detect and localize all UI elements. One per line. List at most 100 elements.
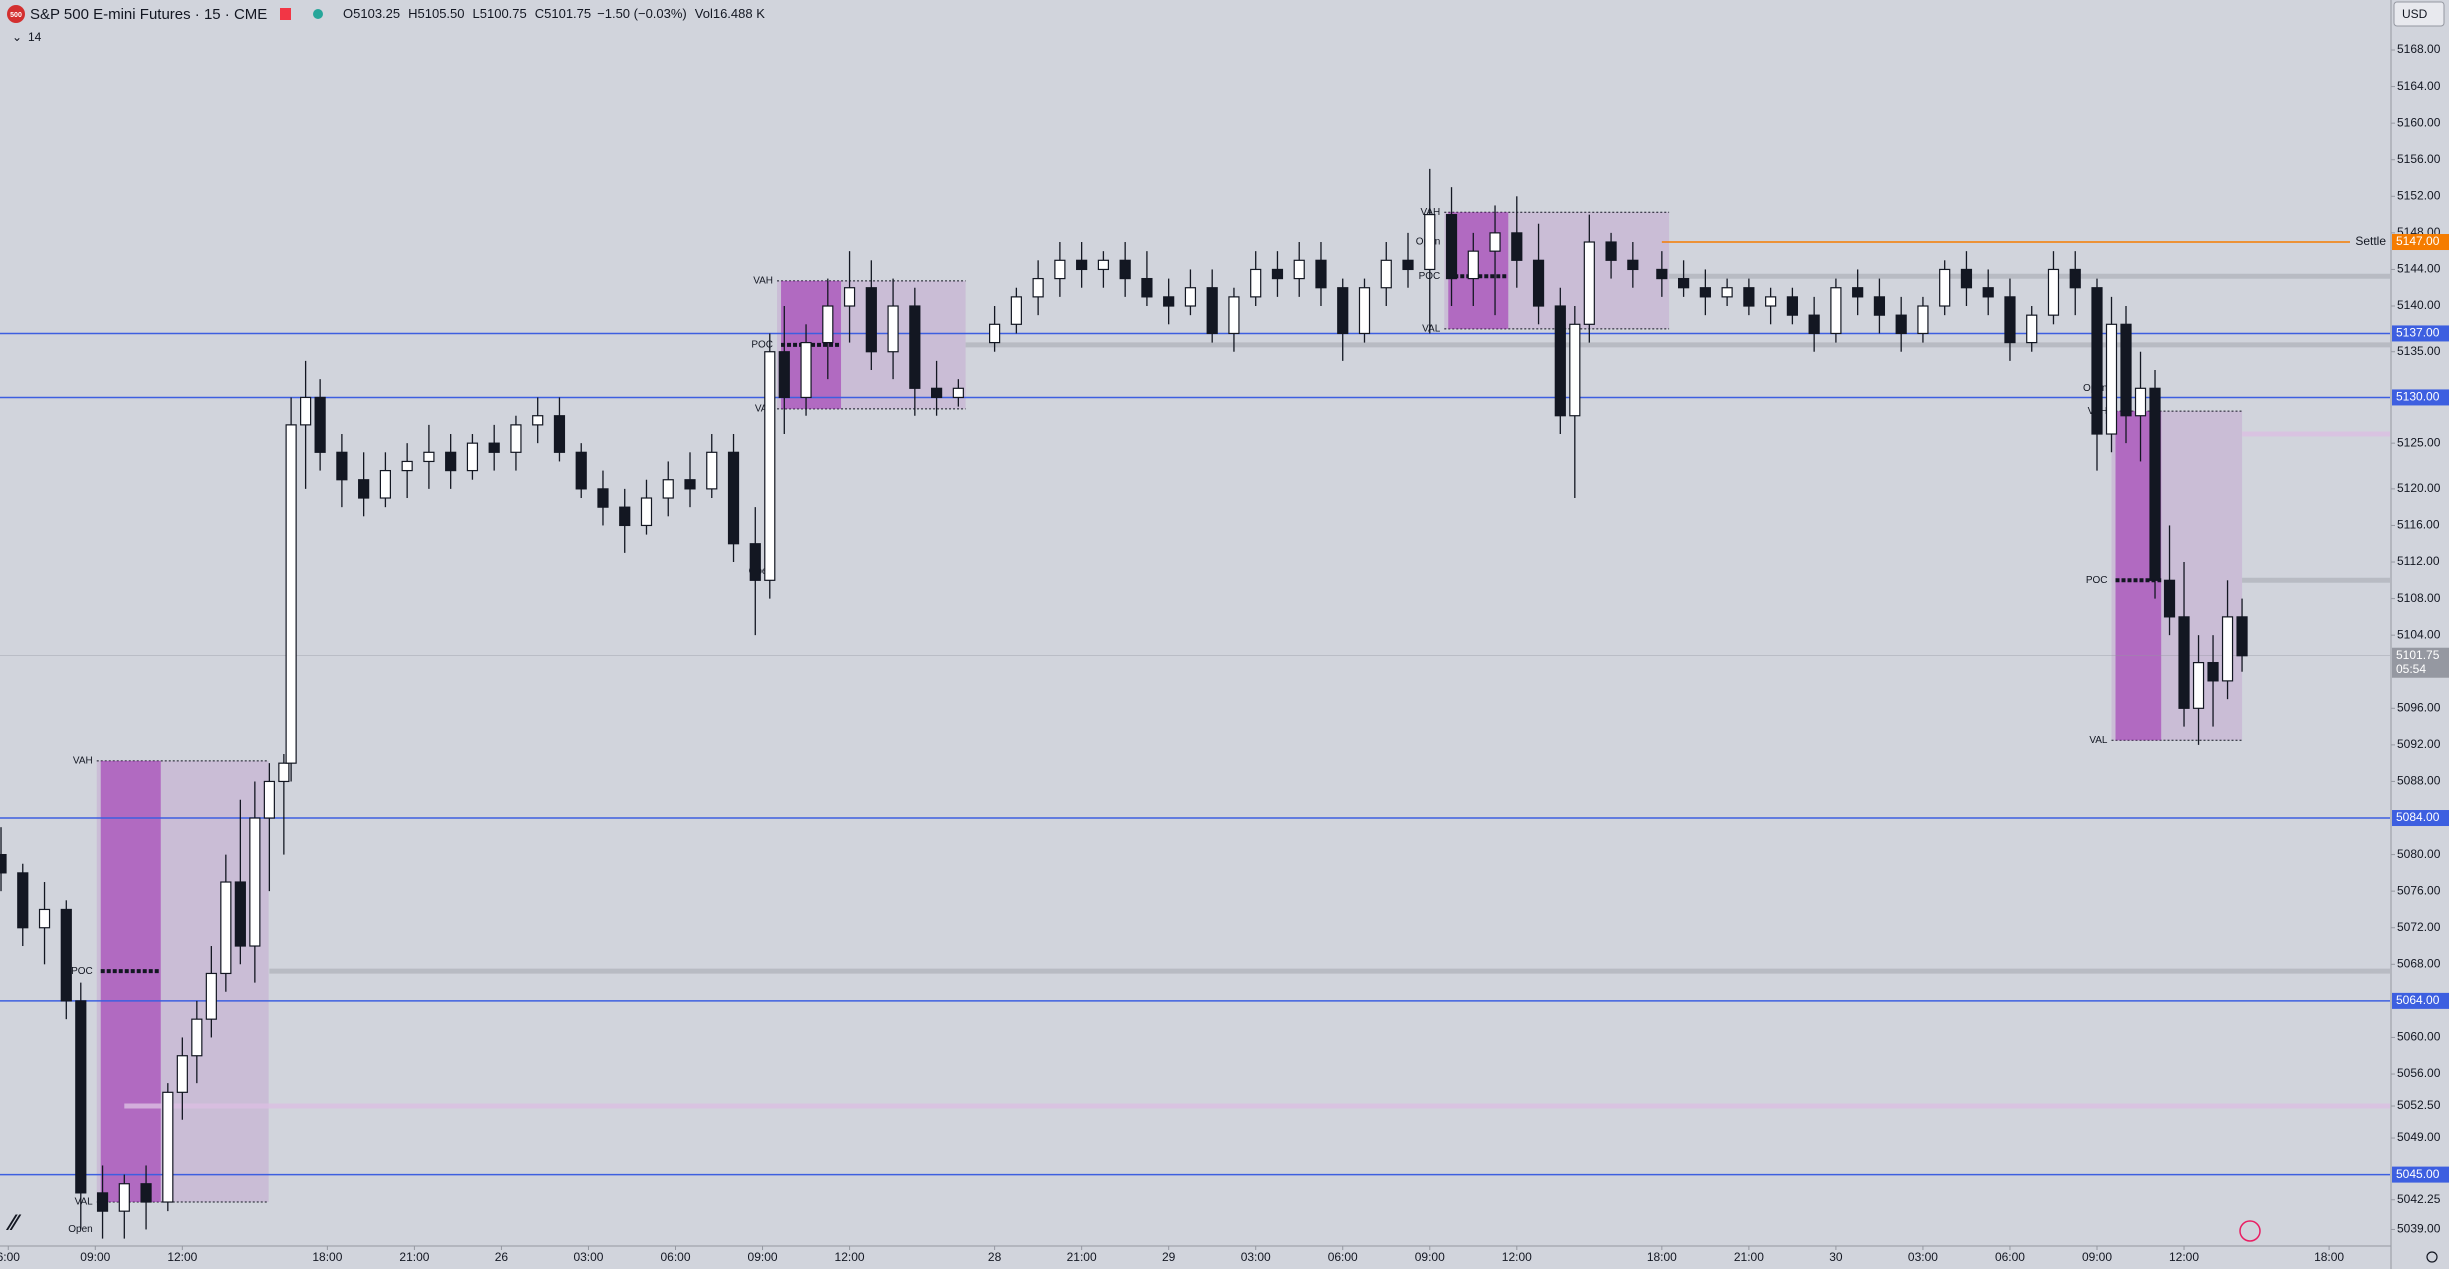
indicator-toggle[interactable]: ⌄ [12, 30, 22, 44]
status-dot [313, 9, 323, 19]
open-label: Open [68, 1224, 92, 1235]
candle-body [1678, 277, 1690, 289]
volume-value: 16.488 K [713, 6, 765, 21]
x-tick-label: 18:00 [2314, 1250, 2344, 1264]
candle-body [488, 442, 500, 453]
ohlc-change: −1.50 (−0.03%) [597, 6, 687, 21]
y-tick-label: 5042.25 [2397, 1192, 2441, 1206]
x-tick-label: 12:00 [2169, 1250, 2199, 1264]
x-tick-label: 12:00 [167, 1250, 197, 1264]
y-tick-label: 5088.00 [2397, 774, 2441, 788]
x-tick-label: 06:00 [660, 1250, 690, 1264]
plot-area: VAHVALPOCOpenVAHVALPOCOpenVAHVALPOCOpenV… [0, 168, 2390, 1239]
candle-body [401, 460, 413, 472]
volume-label: Vol [695, 6, 713, 21]
candle-body [1228, 296, 1240, 335]
poc-label: POC [71, 966, 93, 977]
candle-body [285, 424, 297, 764]
candle-body [1358, 287, 1371, 335]
candle-body [1184, 287, 1197, 307]
candle-body [532, 415, 544, 426]
candle-body [553, 415, 566, 453]
y-tick-label: 5060.00 [2397, 1030, 2441, 1044]
candle-body [1808, 314, 1820, 335]
y-tick-label: 5140.00 [2397, 298, 2441, 312]
price-badge-label: 5084.00 [2396, 810, 2440, 824]
candle-body [2105, 323, 2118, 435]
alert-icon[interactable] [2239, 1220, 2261, 1242]
x-tick-label: 03:00 [1908, 1250, 1938, 1264]
candle-body [1206, 287, 1218, 335]
price-badge [2392, 647, 2449, 678]
candle-body [1250, 268, 1262, 298]
candle-body [1315, 259, 1327, 289]
candle-body [1982, 287, 1994, 298]
x-tick-label: 18:00 [1647, 1250, 1677, 1264]
y-tick-label: 5168.00 [2397, 42, 2441, 56]
ohlc-label: C [535, 6, 544, 21]
candle-body [17, 872, 29, 929]
x-tick-label: 06:00 [1995, 1250, 2025, 1264]
y-tick-label: 5125.00 [2397, 435, 2441, 449]
candle-body [336, 451, 348, 481]
candle-body [597, 488, 609, 508]
candle-body [2163, 579, 2176, 618]
price-badge [2392, 992, 2449, 1009]
candle-body [2192, 661, 2205, 709]
currency[interactable]: USD [2402, 7, 2428, 21]
candle-body [1097, 259, 1110, 271]
x-tick-label: 26 [495, 1250, 509, 1264]
y-tick-label: 5052.50 [2397, 1098, 2441, 1112]
candle-body [1852, 287, 1864, 298]
val-label: VAL [2089, 735, 2108, 746]
candle-body [1939, 268, 1951, 307]
candle-body [706, 451, 718, 490]
candle-body [379, 469, 391, 499]
chart-title: S&P 500 E-mini Futures · 15 · CME [30, 6, 267, 23]
price-badge [2392, 234, 2449, 251]
settings-icon[interactable] [2426, 1251, 2438, 1263]
symbol-badge: 500 [10, 12, 22, 19]
candle-body [176, 1055, 188, 1093]
y-tick-label: 5049.00 [2397, 1130, 2441, 1144]
candle-body [822, 305, 834, 344]
candle-body [1271, 268, 1284, 280]
candle-body [1743, 287, 1755, 307]
candle-body [358, 479, 370, 499]
val-label: VAL [75, 1197, 94, 1208]
y-tick-label: 5068.00 [2397, 956, 2441, 970]
candle-body [445, 451, 457, 472]
ohlc-label: H [408, 6, 417, 21]
candle-body [1699, 287, 1711, 298]
candle-body [1656, 268, 1668, 280]
price-badge-label: 5147.00 [2396, 234, 2440, 248]
candle-body [1605, 241, 1617, 261]
ohlc-value: 5103.25 [353, 6, 400, 21]
candle-body [1402, 259, 1414, 271]
candle-body [1076, 259, 1088, 271]
currency-button[interactable] [2393, 1, 2445, 27]
x-tick-label: 6:00 [0, 1250, 20, 1264]
candle-body [1532, 259, 1545, 307]
candle-body [96, 1192, 109, 1212]
candle-body [909, 305, 921, 389]
candle-body [220, 881, 232, 975]
x-tick-label: 12:00 [1502, 1250, 1532, 1264]
candle-body [1960, 268, 1973, 289]
candle-body [843, 287, 856, 307]
candle-body [662, 479, 674, 499]
x-tick-label: 03:00 [1241, 1250, 1271, 1264]
candle-body [1054, 259, 1066, 280]
y-tick-label: 5096.00 [2397, 700, 2441, 714]
candle-body [800, 341, 812, 399]
indicator-count[interactable]: 14 [28, 30, 42, 44]
candle-body [930, 387, 943, 399]
val-label: VAL [1422, 324, 1441, 335]
candle-body [1917, 305, 1929, 335]
price-badge [2392, 810, 2449, 827]
candle-body [140, 1183, 152, 1203]
candle-body [1380, 259, 1392, 289]
price-badge-label: 5137.00 [2396, 326, 2440, 340]
y-tick-label: 5104.00 [2397, 627, 2441, 641]
